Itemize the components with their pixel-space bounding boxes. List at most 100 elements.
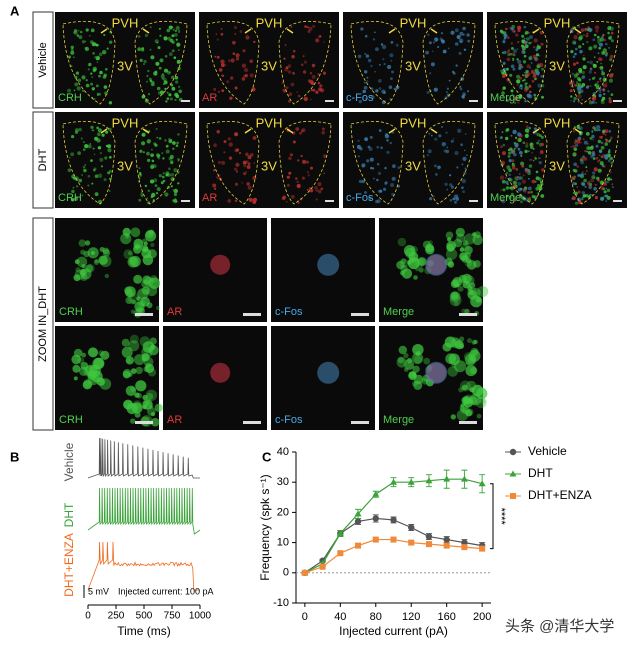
cell	[73, 89, 76, 92]
cell	[610, 31, 614, 35]
cell	[160, 181, 164, 185]
cell	[361, 179, 365, 184]
cell	[577, 82, 582, 87]
cell	[386, 139, 389, 142]
cell	[143, 151, 145, 154]
cell	[174, 33, 178, 37]
cell	[570, 176, 575, 181]
marker	[461, 544, 468, 551]
cell	[386, 150, 390, 154]
cell	[524, 82, 528, 86]
marker	[460, 475, 468, 482]
cell	[288, 92, 293, 96]
cell	[164, 192, 169, 197]
region-label: PVH	[400, 115, 427, 130]
cell	[154, 184, 158, 188]
cell	[291, 55, 295, 59]
cell	[309, 72, 313, 75]
cell	[541, 67, 545, 71]
cell	[593, 44, 598, 49]
cell	[453, 238, 463, 248]
cell	[572, 129, 576, 133]
cell	[303, 60, 308, 64]
cell	[230, 58, 235, 63]
cell	[310, 166, 313, 170]
cell	[357, 155, 360, 158]
cell	[569, 89, 573, 93]
cell	[321, 130, 326, 135]
cell	[366, 80, 369, 83]
cell	[95, 84, 99, 88]
cell	[445, 231, 454, 240]
cell	[589, 60, 593, 65]
cell	[141, 286, 150, 295]
cell	[517, 95, 520, 99]
marker	[443, 475, 451, 482]
cell	[466, 33, 470, 37]
cell	[413, 275, 418, 280]
cell	[602, 92, 605, 95]
cell	[577, 190, 581, 194]
cell	[607, 90, 610, 93]
cell	[605, 194, 609, 198]
cell	[502, 151, 506, 156]
cell	[241, 77, 246, 81]
cell	[523, 78, 526, 81]
cell	[539, 134, 542, 138]
cell	[90, 159, 93, 162]
cell	[508, 168, 512, 172]
cell	[466, 380, 477, 391]
cell	[512, 57, 515, 60]
cell	[178, 30, 181, 34]
cell	[479, 398, 486, 405]
cell	[357, 54, 362, 59]
cell	[235, 57, 240, 61]
cell	[358, 179, 363, 184]
cell	[598, 78, 601, 81]
cell	[177, 158, 180, 161]
cell	[245, 152, 249, 157]
legend-label: DHT	[528, 466, 553, 480]
cell	[125, 385, 137, 396]
cell	[234, 132, 237, 135]
y-tick-label: 0	[283, 567, 289, 579]
cell	[574, 83, 577, 87]
cell	[142, 404, 147, 410]
cell	[143, 63, 145, 65]
cell	[134, 392, 140, 398]
cell	[576, 76, 581, 81]
cell	[378, 87, 382, 90]
cell	[178, 49, 180, 51]
cell	[604, 129, 609, 134]
cell	[512, 129, 517, 135]
marker	[390, 536, 397, 543]
cell	[462, 26, 466, 31]
cell	[610, 161, 614, 165]
cell	[582, 171, 584, 173]
cell	[437, 45, 440, 49]
cell	[600, 136, 604, 139]
cell	[146, 151, 150, 156]
cell	[524, 167, 528, 172]
cell	[166, 28, 171, 33]
cell	[597, 179, 600, 182]
pvh-outline	[566, 121, 620, 205]
cell	[586, 32, 589, 35]
scale-bar	[325, 200, 334, 202]
cell	[466, 287, 478, 299]
cell	[537, 83, 542, 88]
cell	[423, 357, 431, 365]
cell	[573, 96, 577, 101]
cell	[609, 139, 612, 141]
panel-label: A	[10, 3, 20, 18]
cell	[609, 35, 613, 38]
cell	[518, 63, 522, 68]
y-axis-label: Frequency (spk s⁻¹)	[258, 474, 272, 580]
cell	[464, 233, 476, 245]
cell	[378, 63, 381, 66]
marker	[443, 542, 450, 549]
cell	[455, 64, 458, 67]
cell	[499, 175, 505, 180]
cell	[571, 72, 575, 76]
cell	[322, 127, 325, 131]
